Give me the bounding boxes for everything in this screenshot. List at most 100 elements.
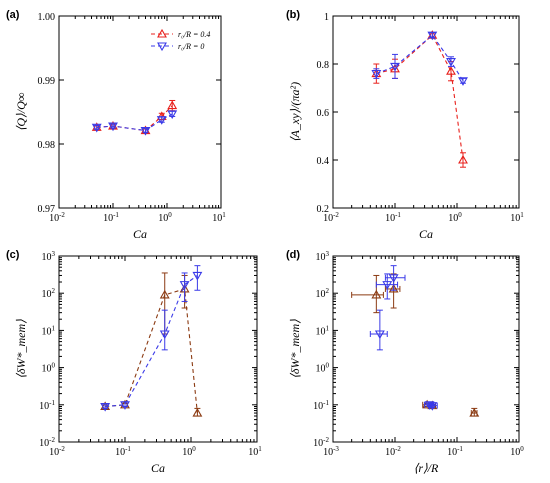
- y-tick-label: 0.8: [317, 60, 330, 71]
- legend-label: r₀/R = 0: [178, 42, 204, 51]
- data-point: [120, 401, 130, 410]
- y-axis-label: ⟨δW*_mem⟩: [288, 319, 302, 379]
- legend-label: r₀/R = 0.4: [178, 30, 210, 39]
- plot-frame: [58, 15, 222, 209]
- plot-frame: [332, 15, 520, 209]
- x-tick-label: 100: [158, 211, 172, 224]
- data-point: [192, 271, 203, 281]
- data-point: [446, 58, 456, 67]
- plot-frame: [58, 255, 258, 443]
- data-point: [156, 116, 167, 125]
- data-point: [388, 283, 399, 293]
- data-point: [427, 31, 438, 41]
- x-tick-label: 10-1: [447, 445, 463, 458]
- data-point: [390, 62, 400, 72]
- data-point: [192, 407, 203, 417]
- y-tick-label: 103: [316, 250, 330, 263]
- y-tick-label: 102: [42, 287, 56, 300]
- legend-marker: [157, 42, 167, 52]
- y-tick-label: 101: [316, 324, 330, 337]
- y-tick-label: 0.4: [317, 156, 330, 167]
- y-tick-label: 10-1: [39, 399, 55, 412]
- panel-b: (b) 10-2 10-1 100 101 0.2 0.4 0.6 0.8 1 Ca ⟨A_xy⟩/(…: [286, 9, 524, 241]
- y-tick-label: 0.99: [38, 76, 56, 87]
- x-axis-label: Ca: [419, 227, 433, 241]
- data-point: [159, 289, 170, 299]
- x-tick-label: 10-2: [385, 445, 401, 458]
- panel-label: (d): [286, 249, 300, 261]
- x-axis-label: Ca: [151, 461, 165, 475]
- series-2: [369, 265, 438, 411]
- y-tick-label: 100: [316, 362, 330, 375]
- x-tick-label: 10-2: [323, 211, 339, 224]
- panel-a: (a) 10-2 10-1 100 101 0.97 0.98 0.99 1.00 Ca ⟨Q⟩/Q…: [6, 9, 226, 241]
- series-line: [96, 105, 173, 132]
- y-tick-label: 0.97: [38, 204, 56, 215]
- y-tick-label: 102: [316, 287, 330, 300]
- data-point: [469, 407, 480, 417]
- panel-d: (d)10-3 10-2 10-1 10010-210-1100101102103⟨r…: [286, 249, 524, 475]
- x-tick-label: 10-1: [103, 211, 119, 224]
- x-tick-label: 10-1: [115, 445, 131, 458]
- y-tick-label: 1: [324, 12, 329, 23]
- x-tick-label: 101: [212, 211, 226, 224]
- x-tick-label: 10-1: [385, 211, 401, 224]
- legend-marker: [157, 28, 167, 38]
- series-2: [91, 110, 178, 136]
- legend: r₀/R = 0.4 r₀/R = 0: [151, 28, 210, 52]
- data-point: [374, 330, 385, 340]
- data-point: [91, 123, 102, 133]
- y-axis-label: ⟨δW*_mem⟩: [14, 319, 28, 379]
- data-point: [100, 402, 111, 412]
- data-point: [167, 110, 178, 120]
- data-point: [371, 70, 382, 79]
- y-axis-label: ⟨Q⟩/Q∞: [14, 92, 28, 131]
- x-axis-label: Ca: [133, 227, 147, 241]
- data-point: [388, 274, 399, 283]
- plot-frame: [332, 255, 520, 443]
- panel-label: (c): [6, 249, 20, 261]
- x-tick-label: 100: [448, 211, 462, 224]
- data-point: [159, 330, 170, 340]
- panel-label: (a): [6, 9, 20, 21]
- series-line: [105, 275, 198, 408]
- x-tick-label: 101: [248, 445, 262, 458]
- data-point: [446, 66, 456, 75]
- x-tick-label: 100: [182, 445, 196, 458]
- y-tick-label: 101: [42, 324, 56, 337]
- y-tick-label: 0.98: [38, 140, 56, 151]
- data-point: [108, 122, 118, 132]
- series-1: [351, 273, 480, 417]
- data-point: [140, 127, 151, 136]
- x-tick-label: 10-3: [323, 445, 339, 458]
- y-axis-label: ⟨A_xy⟩/(πa²): [288, 82, 302, 142]
- y-tick-label: 10-2: [313, 436, 329, 449]
- y-tick-label: 10-2: [39, 436, 55, 449]
- y-tick-label: 103: [42, 250, 56, 263]
- data-point: [167, 100, 178, 110]
- series-line: [376, 34, 464, 161]
- panel-label: (b): [286, 9, 300, 21]
- panel-c: (c) 10-2 10-1 100 101 10-2 10-1 100 101 102 103 Ca ⟨…: [6, 249, 262, 475]
- data-point: [458, 77, 468, 86]
- series-2: [100, 265, 203, 412]
- series-line: [376, 34, 464, 82]
- y-tick-label: 1.00: [38, 12, 56, 23]
- x-tick-label: 10-2: [49, 445, 65, 458]
- data-point: [179, 281, 190, 290]
- y-tick-label: 100: [42, 362, 56, 375]
- y-tick-label: 0.2: [317, 204, 330, 215]
- data-point: [427, 402, 438, 411]
- series-1: [100, 272, 203, 417]
- x-tick-label: 101: [510, 211, 524, 224]
- data-point: [371, 289, 382, 299]
- x-tick-label: 100: [510, 445, 524, 458]
- x-tick-label: 10-2: [49, 211, 65, 224]
- series-2: [371, 31, 468, 86]
- y-tick-label: 0.6: [317, 108, 330, 119]
- y-tick-label: 10-1: [313, 399, 329, 412]
- data-point: [382, 281, 393, 290]
- data-point: [458, 154, 468, 164]
- series-1: [371, 30, 468, 168]
- x-axis-label: ⟨r⟩/R: [414, 461, 439, 475]
